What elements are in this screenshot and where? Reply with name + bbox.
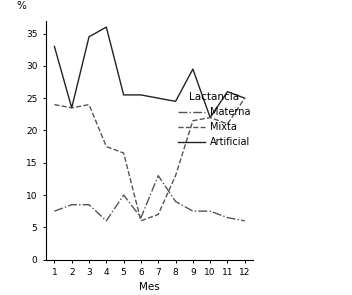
Y-axis label: %: %	[16, 1, 26, 11]
Legend: Materna, Mixta, Artificial: Materna, Mixta, Artificial	[178, 92, 251, 147]
X-axis label: Mes: Mes	[139, 283, 160, 292]
